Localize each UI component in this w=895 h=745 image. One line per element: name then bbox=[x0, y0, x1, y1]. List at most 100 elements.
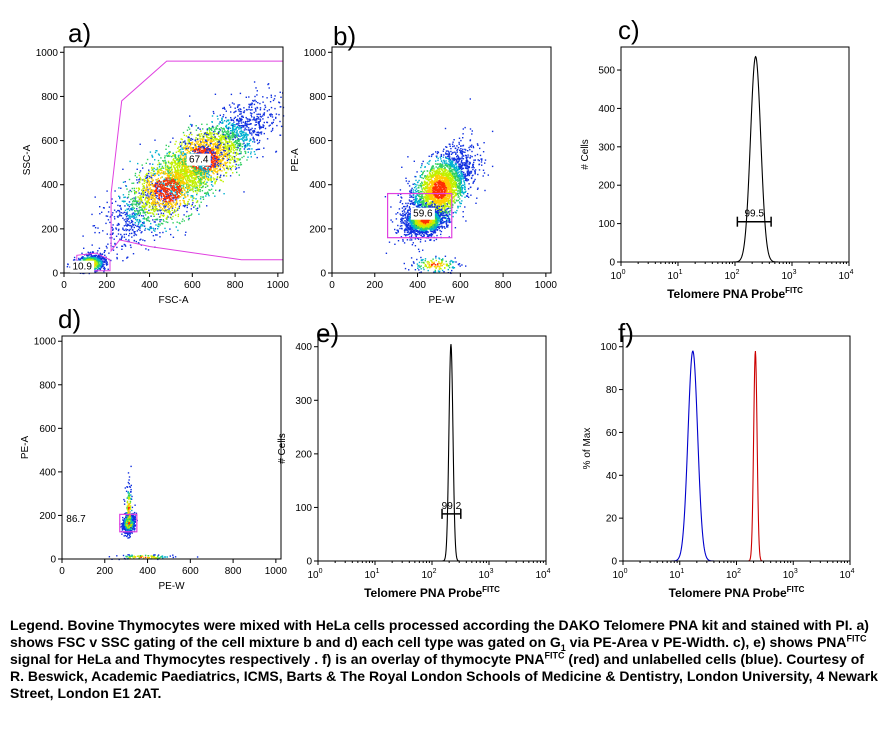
event-dot bbox=[168, 198, 171, 200]
event-dot bbox=[153, 215, 155, 217]
event-dot bbox=[261, 115, 264, 117]
event-dot bbox=[195, 149, 198, 151]
event-dot bbox=[150, 183, 153, 186]
event-dot bbox=[193, 149, 196, 151]
event-dot bbox=[182, 179, 185, 181]
event-dot bbox=[257, 116, 260, 118]
event-dot bbox=[153, 175, 156, 177]
event-dot bbox=[157, 170, 159, 173]
event-dot bbox=[239, 153, 241, 155]
event-dot bbox=[194, 177, 196, 180]
event-dot bbox=[217, 132, 220, 134]
event-dot bbox=[239, 162, 242, 164]
event-dot bbox=[113, 238, 115, 240]
event-dot bbox=[219, 141, 221, 144]
event-dot bbox=[225, 126, 228, 128]
event-dot bbox=[186, 202, 189, 205]
event-dot bbox=[152, 227, 154, 230]
event-dot bbox=[172, 159, 174, 161]
event-dot bbox=[133, 187, 135, 190]
event-dot bbox=[205, 139, 207, 141]
event-dot bbox=[130, 190, 133, 193]
event-dot bbox=[238, 139, 240, 142]
event-dot bbox=[206, 142, 208, 144]
event-dot bbox=[227, 143, 229, 146]
event-dot bbox=[97, 227, 99, 229]
event-dot bbox=[266, 121, 269, 124]
event-dot bbox=[189, 142, 192, 144]
event-dot bbox=[97, 267, 100, 269]
event-dot bbox=[172, 185, 174, 187]
event-dot bbox=[159, 192, 162, 195]
event-dot bbox=[137, 200, 140, 202]
event-dot bbox=[214, 152, 216, 154]
event-dot bbox=[115, 211, 118, 213]
event-dot bbox=[211, 170, 213, 173]
event-dot bbox=[221, 139, 223, 141]
event-dot bbox=[165, 162, 167, 164]
event-dot bbox=[166, 195, 168, 198]
event-dot bbox=[245, 137, 247, 139]
event-dot bbox=[101, 211, 103, 213]
event-dot bbox=[235, 160, 238, 163]
event-dot bbox=[133, 232, 135, 234]
event-dot bbox=[182, 157, 184, 160]
event-dot bbox=[167, 183, 170, 186]
event-dot bbox=[166, 215, 169, 217]
event-dot bbox=[236, 136, 238, 138]
event-dot bbox=[125, 238, 127, 241]
event-dot bbox=[210, 169, 212, 171]
event-dot bbox=[170, 198, 172, 201]
event-dot bbox=[141, 195, 143, 197]
event-dot bbox=[216, 115, 219, 117]
event-dot bbox=[245, 96, 247, 98]
event-dot bbox=[223, 138, 226, 141]
event-dot bbox=[234, 111, 236, 113]
event-dot bbox=[155, 224, 157, 226]
event-dot bbox=[160, 196, 163, 198]
event-dot bbox=[152, 208, 154, 210]
event-dot bbox=[116, 215, 119, 218]
event-dot bbox=[208, 144, 210, 146]
event-dot bbox=[187, 172, 189, 174]
event-dot bbox=[224, 145, 227, 148]
event-dot bbox=[121, 235, 123, 237]
event-dot bbox=[213, 140, 215, 142]
event-dot bbox=[218, 162, 220, 165]
event-dot bbox=[190, 214, 192, 216]
event-dot bbox=[195, 208, 197, 210]
event-dot bbox=[169, 167, 171, 169]
event-dot bbox=[253, 103, 256, 106]
event-dot bbox=[141, 164, 143, 166]
event-dot bbox=[152, 205, 154, 207]
event-dot bbox=[117, 209, 119, 212]
event-dot bbox=[243, 129, 246, 131]
event-dot bbox=[131, 203, 133, 205]
event-dot bbox=[223, 154, 226, 156]
event-dot bbox=[146, 184, 148, 186]
event-dot bbox=[155, 150, 157, 152]
event-dot bbox=[188, 136, 190, 139]
event-dot bbox=[237, 146, 239, 148]
event-dot bbox=[179, 204, 181, 206]
event-dot bbox=[227, 149, 229, 151]
event-dot bbox=[246, 139, 248, 141]
event-dot bbox=[172, 197, 174, 199]
event-dot bbox=[189, 189, 191, 192]
event-dot bbox=[171, 203, 173, 206]
event-dot bbox=[167, 192, 169, 195]
event-dot bbox=[259, 139, 261, 142]
event-dot bbox=[150, 227, 153, 230]
event-dot bbox=[126, 214, 128, 217]
event-dot bbox=[233, 156, 236, 158]
event-dot bbox=[169, 185, 172, 187]
event-dot bbox=[100, 264, 102, 266]
event-dot bbox=[156, 180, 158, 183]
event-dot bbox=[238, 174, 240, 176]
event-dot bbox=[107, 219, 110, 221]
event-dot bbox=[149, 184, 151, 186]
event-dot bbox=[190, 137, 192, 140]
event-dot bbox=[204, 132, 207, 134]
event-dot bbox=[255, 149, 258, 151]
event-dot bbox=[223, 167, 225, 170]
